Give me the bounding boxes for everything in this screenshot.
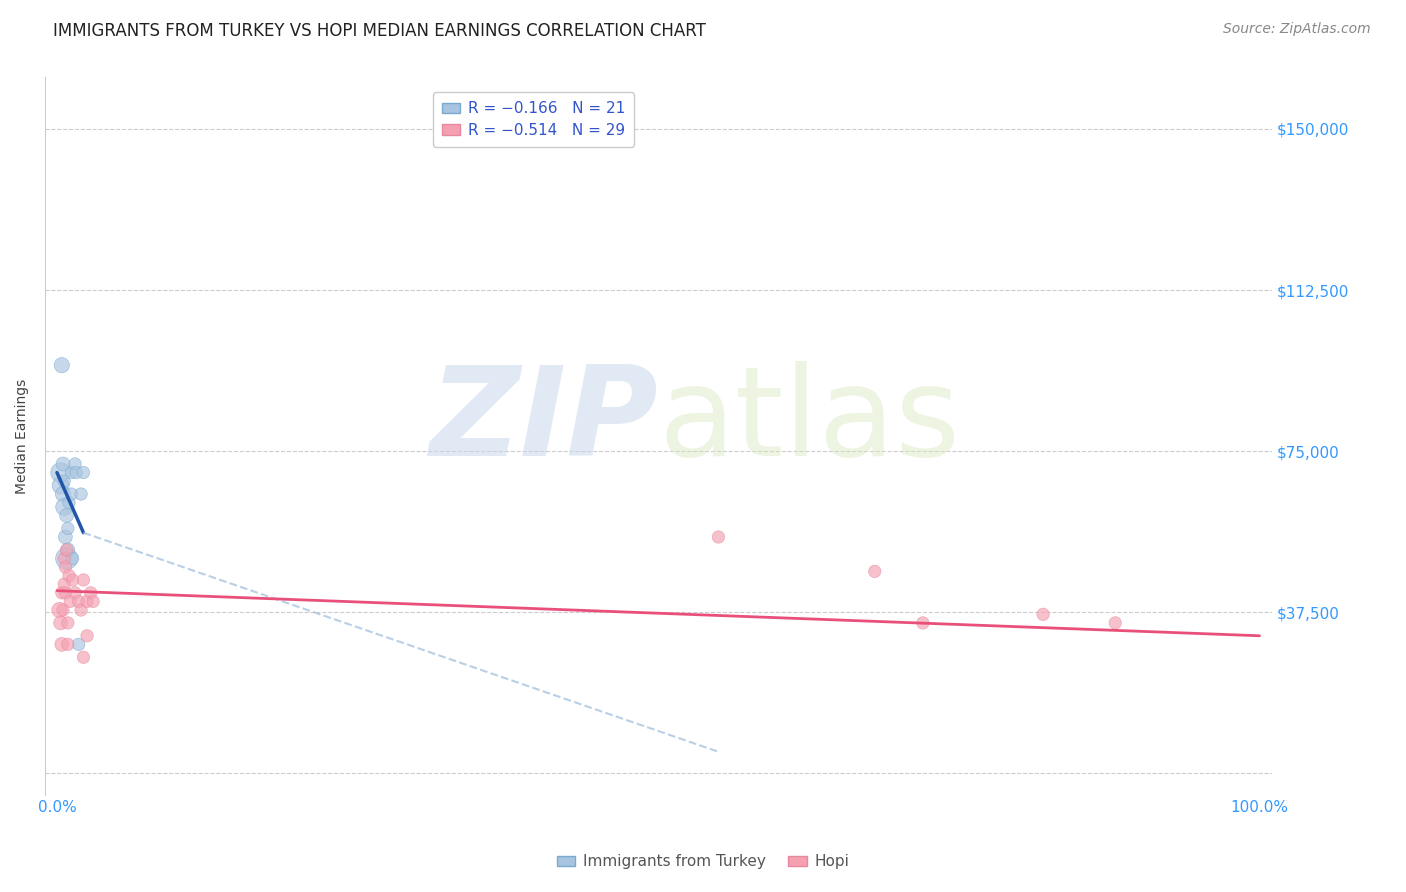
Point — [52, 487, 75, 501]
Point — [52, 603, 75, 617]
Point — [70, 487, 93, 501]
Point — [82, 594, 104, 608]
Point — [72, 573, 94, 587]
Point — [56, 637, 79, 651]
Point — [51, 586, 73, 600]
Legend: Immigrants from Turkey, Hopi: Immigrants from Turkey, Hopi — [551, 848, 855, 875]
Point — [72, 650, 94, 665]
Point — [52, 457, 75, 471]
Legend: R = −0.166   N = 21, R = −0.514   N = 29: R = −0.166 N = 21, R = −0.514 N = 29 — [433, 92, 634, 146]
Point — [70, 603, 93, 617]
Point — [51, 637, 73, 651]
Point — [79, 586, 101, 600]
Point — [62, 573, 84, 587]
Point — [55, 586, 77, 600]
Point — [67, 594, 90, 608]
Point — [63, 586, 86, 600]
Point — [60, 466, 83, 480]
Point — [53, 551, 76, 566]
Point — [76, 629, 98, 643]
Point — [56, 615, 79, 630]
Point — [55, 551, 77, 566]
Point — [63, 457, 86, 471]
Point — [53, 500, 76, 514]
Text: IMMIGRANTS FROM TURKEY VS HOPI MEDIAN EARNINGS CORRELATION CHART: IMMIGRANTS FROM TURKEY VS HOPI MEDIAN EA… — [53, 22, 706, 40]
Point — [49, 615, 72, 630]
Point — [60, 487, 83, 501]
Point — [76, 594, 98, 608]
Point — [65, 466, 87, 480]
Point — [51, 358, 73, 372]
Point — [56, 521, 79, 535]
Point — [49, 478, 72, 492]
Point — [1104, 615, 1126, 630]
Point — [707, 530, 730, 544]
Point — [53, 474, 76, 488]
Point — [58, 568, 80, 582]
Point — [55, 530, 77, 544]
Point — [55, 560, 77, 574]
Point — [911, 615, 934, 630]
Point — [59, 594, 82, 608]
Point — [58, 495, 80, 509]
Point — [55, 542, 77, 557]
Point — [72, 466, 94, 480]
Point — [48, 603, 70, 617]
Point — [62, 551, 84, 566]
Y-axis label: Median Earnings: Median Earnings — [15, 378, 30, 493]
Point — [56, 542, 79, 557]
Point — [53, 577, 76, 591]
Point — [49, 466, 72, 480]
Point — [67, 637, 90, 651]
Point — [55, 508, 77, 523]
Point — [863, 565, 886, 579]
Point — [1032, 607, 1054, 622]
Text: Source: ZipAtlas.com: Source: ZipAtlas.com — [1223, 22, 1371, 37]
Text: atlas: atlas — [658, 361, 960, 483]
Text: ZIP: ZIP — [429, 361, 658, 483]
